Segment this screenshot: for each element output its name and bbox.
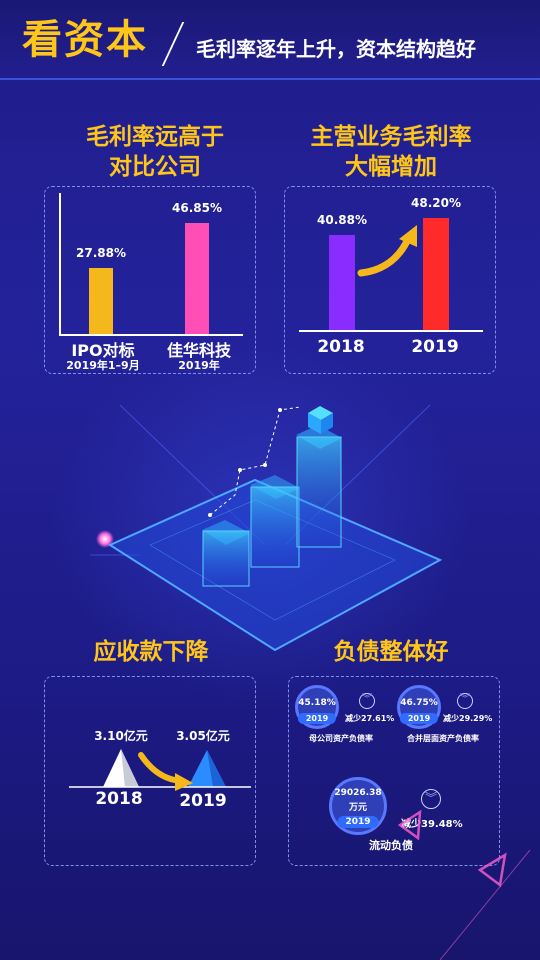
section-main-margin-title: 主营业务毛利率 大幅增加	[310, 124, 472, 180]
decrease-chevron-icon: ︾	[421, 789, 441, 809]
liabilities-box: 45.18% 2019 ︾ 减少27.61% 母公司资产负债率 46.75% 2…	[288, 676, 500, 866]
section-receivables-title: 应收款下降	[93, 639, 209, 665]
receivables-peaks	[69, 749, 251, 791]
page-subtitle: 毛利率逐年上升，资本结构趋好	[196, 37, 476, 61]
receivables-chart-box: 3.10亿元 3.05亿元 2018 2019	[44, 676, 256, 866]
neon-triangles-decoration	[397, 809, 531, 960]
value-label-2019: 48.20%	[411, 196, 461, 211]
decrease-chevron-icon: ︾	[457, 693, 473, 709]
value-label-ipo-benchmark: 27.88%	[76, 246, 126, 261]
value-label-2018: 40.88%	[317, 213, 367, 228]
sublabel-ipo-benchmark: 2019年1–9月	[66, 359, 140, 372]
bar-2019	[423, 218, 449, 330]
main-margin-chart-box: 40.88% 48.20% 2018 2019	[284, 186, 496, 374]
value-label-jiahua-tech: 46.85%	[172, 201, 222, 216]
change-consolidated-liability: 减少29.29%	[443, 714, 493, 723]
caption-current-liabilities: 流动负债	[369, 839, 413, 852]
section-liabilities-title: 负债整体好	[333, 639, 449, 665]
header-bar: 看资本 毛利率逐年上升，资本结构趋好	[0, 0, 540, 80]
decrease-chevron-icon: ︾	[359, 693, 375, 709]
current-liabilities-circle: 29026.38 万元 2019	[329, 777, 387, 835]
category-label-jiahua-tech: 佳华科技	[166, 341, 231, 360]
category-label-2018: 2018	[317, 337, 365, 357]
change-current-liabilities: 减少39.48%	[401, 819, 463, 830]
change-parent-liability: 减少27.61%	[345, 714, 395, 723]
x-axis	[59, 334, 243, 336]
caption-consolidated-liability: 合并层面资产负债率	[407, 734, 479, 743]
value-label-receivables-2018: 3.10亿元	[94, 729, 148, 743]
category-label-2019: 2019	[411, 337, 459, 357]
sublabel-jiahua-tech: 2019年	[178, 359, 220, 372]
header-underline	[0, 78, 540, 80]
caption-parent-liability: 母公司资产负债率	[309, 734, 373, 743]
page-title: 看资本	[22, 17, 148, 63]
x-axis	[299, 330, 483, 332]
category-label-ipo-benchmark: IPO对标	[71, 341, 135, 360]
bar-jiahua-tech	[185, 223, 209, 334]
category-label-receivables-2019: 2019	[179, 791, 227, 811]
bar-ipo-benchmark	[89, 268, 113, 334]
growth-arrow-icon	[357, 225, 417, 277]
bar-2018	[329, 235, 355, 330]
gross-margin-chart-box: 27.88% 46.85% IPO对标 佳华科技 2019年1–9月 2019年	[44, 186, 256, 374]
y-axis	[59, 193, 61, 335]
section-gross-margin-title: 毛利率远高于 对比公司	[86, 124, 224, 180]
liability-ratio-parent-circle: 45.18% 2019	[295, 685, 339, 729]
category-label-receivables-2018: 2018	[95, 789, 143, 809]
value-label-receivables-2019: 3.05亿元	[176, 729, 230, 743]
title-divider	[161, 22, 185, 66]
liability-ratio-consolidated-circle: 46.75% 2019	[397, 685, 441, 729]
isometric-growth-illustration	[90, 404, 443, 652]
glow-spark-icon	[96, 530, 114, 548]
